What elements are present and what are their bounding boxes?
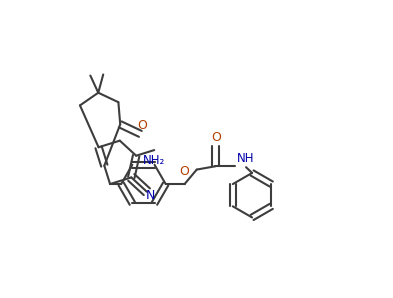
Text: O: O bbox=[180, 165, 189, 178]
Text: N: N bbox=[146, 189, 155, 201]
Text: O: O bbox=[211, 131, 221, 144]
Text: NH₂: NH₂ bbox=[143, 154, 165, 167]
Text: NH: NH bbox=[237, 152, 254, 165]
Text: O: O bbox=[137, 119, 147, 132]
